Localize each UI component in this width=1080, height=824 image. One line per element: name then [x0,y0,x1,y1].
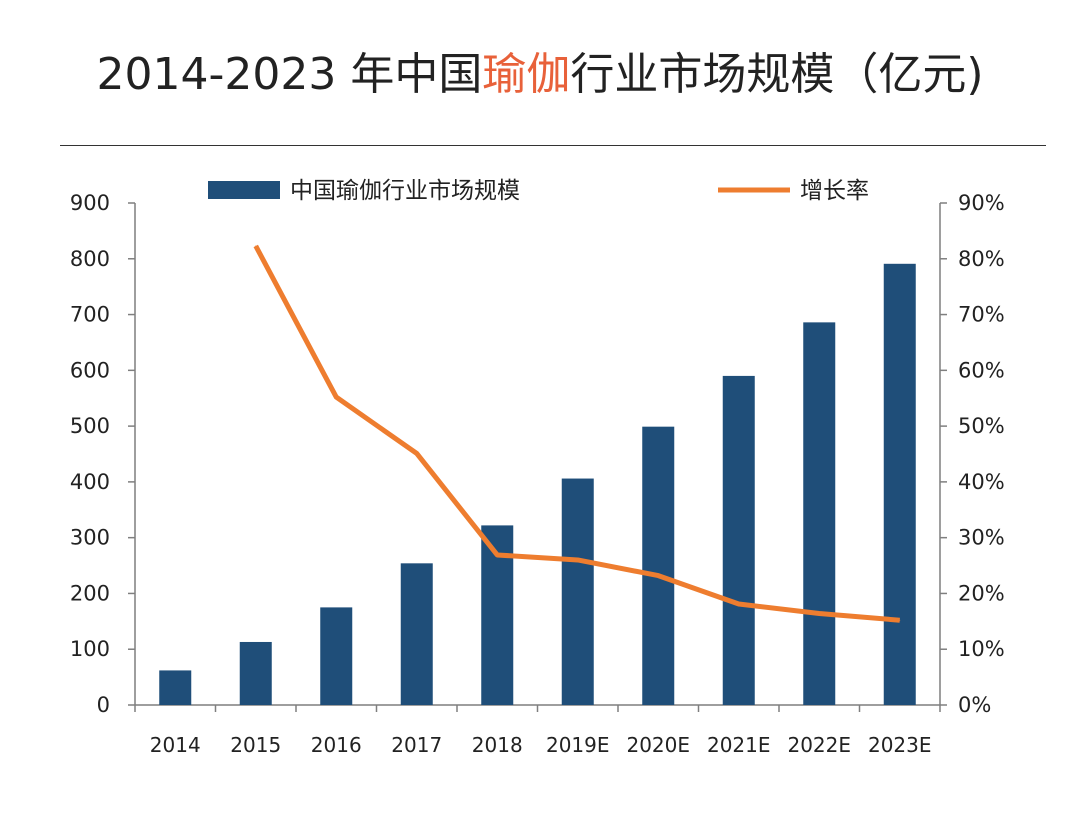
bar [883,263,916,705]
title-highlight: 瑜伽 [482,49,571,100]
right-y-tick-label: 60% [958,358,1005,382]
right-y-tick-label: 40% [958,470,1005,494]
left-y-tick-label: 900 [70,191,110,215]
left-y-tick-label: 100 [70,637,110,661]
x-tick-label: 2021E [707,733,771,757]
title-divider [60,145,1046,146]
x-tick-label: 2014 [150,733,201,757]
bar [159,670,192,705]
growth-rate-point [899,619,901,621]
bar [239,641,272,705]
growth-rate-point [818,613,820,615]
growth-rate-point [255,245,257,247]
right-y-tick-label: 0% [958,693,991,717]
bar [803,322,836,705]
right-y-tick-label: 80% [958,247,1005,271]
left-y-tick-label: 400 [70,470,110,494]
x-tick-label: 2015 [230,733,281,757]
title-suffix: 行业市场规模（亿元) [570,49,984,100]
left-y-tick-label: 500 [70,414,110,438]
x-tick-label: 2019E [546,733,610,757]
growth-rate-point [657,575,659,577]
right-y-tick-label: 10% [958,637,1005,661]
x-tick-label: 2020E [626,733,690,757]
x-tick-label: 2016 [311,733,362,757]
right-y-tick-label: 30% [958,526,1005,550]
left-y-tick-label: 200 [70,581,110,605]
right-y-tick-label: 50% [958,414,1005,438]
x-tick-label: 2022E [787,733,851,757]
growth-rate-point [416,452,418,454]
left-y-tick-label: 800 [70,247,110,271]
x-tick-label: 2023E [868,733,932,757]
legend-swatch-bar [208,181,280,199]
bar [642,426,675,705]
left-y-tick-label: 0 [97,693,110,717]
left-y-tick-label: 300 [70,526,110,550]
growth-rate-point [496,554,498,556]
growth-rate-point [335,396,337,398]
bar [320,607,353,705]
left-y-tick-label: 700 [70,303,110,327]
growth-rate-point [577,559,579,561]
bar [400,563,433,705]
right-y-tick-label: 90% [958,191,1005,215]
bar [722,375,755,705]
left-y-tick-label: 600 [70,358,110,382]
x-tick-label: 2018 [472,733,523,757]
right-y-tick-label: 70% [958,303,1005,327]
bar [561,478,594,705]
growth-rate-point [738,603,740,605]
right-y-tick-label: 20% [958,581,1005,605]
title-prefix: 2014-2023 年中国 [96,49,483,100]
chart-title: 2014-2023 年中国瑜伽行业市场规模（亿元) [0,38,1080,102]
legend-label-bar: 中国瑜伽行业市场规模 [290,178,520,204]
legend-label-line: 增长率 [800,178,869,204]
x-tick-label: 2017 [391,733,442,757]
